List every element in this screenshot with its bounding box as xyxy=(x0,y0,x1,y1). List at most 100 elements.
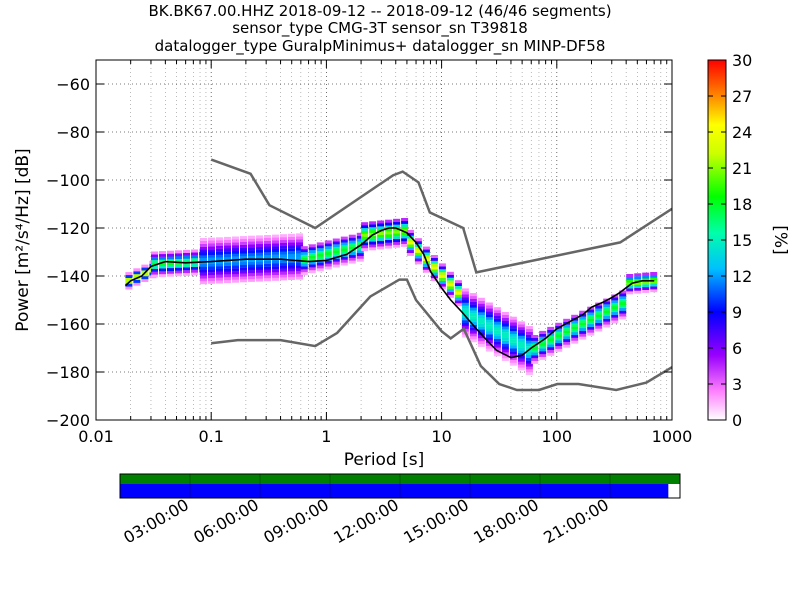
density-cell xyxy=(248,238,255,242)
density-cell xyxy=(232,271,239,275)
density-cell xyxy=(208,252,215,255)
density-cell xyxy=(485,308,493,312)
density-cell xyxy=(547,326,555,330)
density-cell xyxy=(356,255,364,259)
density-cell xyxy=(348,252,356,255)
density-cell xyxy=(587,321,595,325)
density-cell xyxy=(232,239,239,243)
density-heatmap xyxy=(125,218,658,376)
density-cell xyxy=(369,244,377,248)
density-cell xyxy=(406,250,414,253)
density-cell xyxy=(385,225,393,229)
density-cell xyxy=(296,276,303,280)
density-cell xyxy=(509,345,517,349)
density-cell xyxy=(634,279,642,283)
density-cell xyxy=(232,259,239,263)
density-cell xyxy=(595,319,603,323)
density-cell xyxy=(159,265,166,269)
colorbar-tick-label: 24 xyxy=(732,123,752,142)
density-cell xyxy=(125,286,133,290)
density-cell xyxy=(300,249,308,253)
mode-line-path xyxy=(124,227,655,359)
density-cell xyxy=(151,271,158,275)
density-cell xyxy=(175,264,182,268)
density-cell xyxy=(414,249,422,253)
density-cell xyxy=(485,334,493,338)
density-cell xyxy=(619,307,627,311)
density-cell xyxy=(571,326,579,330)
density-cell xyxy=(493,344,501,348)
y-tick-label: −60 xyxy=(56,75,90,94)
density-cell xyxy=(361,227,369,231)
density-cell xyxy=(159,256,166,260)
density-cell xyxy=(461,305,469,309)
density-cell xyxy=(167,256,174,260)
density-cell xyxy=(280,260,287,264)
density-cell xyxy=(216,237,223,241)
density-cell xyxy=(485,302,493,306)
density-cell xyxy=(547,344,555,348)
density-cell xyxy=(133,282,141,286)
density-cell xyxy=(248,255,255,259)
density-cell xyxy=(485,325,493,329)
density-cell xyxy=(563,336,571,340)
mode-line xyxy=(124,227,655,359)
density-cell xyxy=(603,307,611,311)
density-cell xyxy=(167,268,174,271)
density-cell xyxy=(240,241,247,245)
density-cell xyxy=(485,331,493,335)
timeline-tick-label: 03:00:00 xyxy=(120,495,192,547)
density-cell xyxy=(587,318,595,322)
density-cell xyxy=(280,263,287,266)
density-cell xyxy=(256,272,263,276)
density-cell xyxy=(151,268,158,272)
chart-title-line-2: sensor_type CMG-3T sensor_sn T39818 xyxy=(232,19,528,38)
density-cell xyxy=(280,237,287,241)
density-cell xyxy=(414,252,422,256)
density-cell xyxy=(446,271,454,275)
density-cell xyxy=(619,310,627,314)
density-cell xyxy=(517,338,525,342)
density-cell xyxy=(272,240,279,244)
density-cell xyxy=(224,265,231,269)
density-cell xyxy=(509,336,517,340)
density-cell xyxy=(224,248,231,252)
density-cell xyxy=(634,290,642,294)
density-cell xyxy=(200,266,207,270)
density-cell xyxy=(485,345,493,349)
density-cell xyxy=(531,349,539,353)
density-cell xyxy=(650,280,658,284)
density-cell xyxy=(517,364,525,368)
density-cell xyxy=(256,252,263,256)
density-cell xyxy=(308,250,316,253)
density-cell xyxy=(288,236,295,240)
density-cell xyxy=(385,219,393,223)
density-cell xyxy=(469,339,477,343)
density-cell xyxy=(517,355,525,359)
colorbar-tick-label: 0 xyxy=(732,411,742,430)
density-cell xyxy=(200,238,207,241)
density-cell xyxy=(579,322,587,326)
density-cell xyxy=(461,291,469,295)
density-cell xyxy=(183,252,190,256)
density-cell xyxy=(595,317,603,320)
density-cell xyxy=(650,283,658,287)
density-cell xyxy=(611,308,619,312)
density-cell xyxy=(579,336,587,340)
density-cell xyxy=(571,332,579,335)
density-cell xyxy=(587,323,595,327)
density-cell xyxy=(401,223,409,227)
density-cell xyxy=(393,233,401,237)
density-cell xyxy=(477,303,485,307)
density-cell xyxy=(361,233,369,237)
density-cell xyxy=(272,234,279,238)
density-cell xyxy=(296,239,303,243)
density-cell xyxy=(296,270,303,274)
density-cell xyxy=(539,354,547,357)
density-cell xyxy=(525,334,533,338)
density-cell xyxy=(272,249,279,252)
density-cell xyxy=(159,259,166,263)
density-cell xyxy=(167,265,174,269)
density-cell xyxy=(579,330,587,334)
